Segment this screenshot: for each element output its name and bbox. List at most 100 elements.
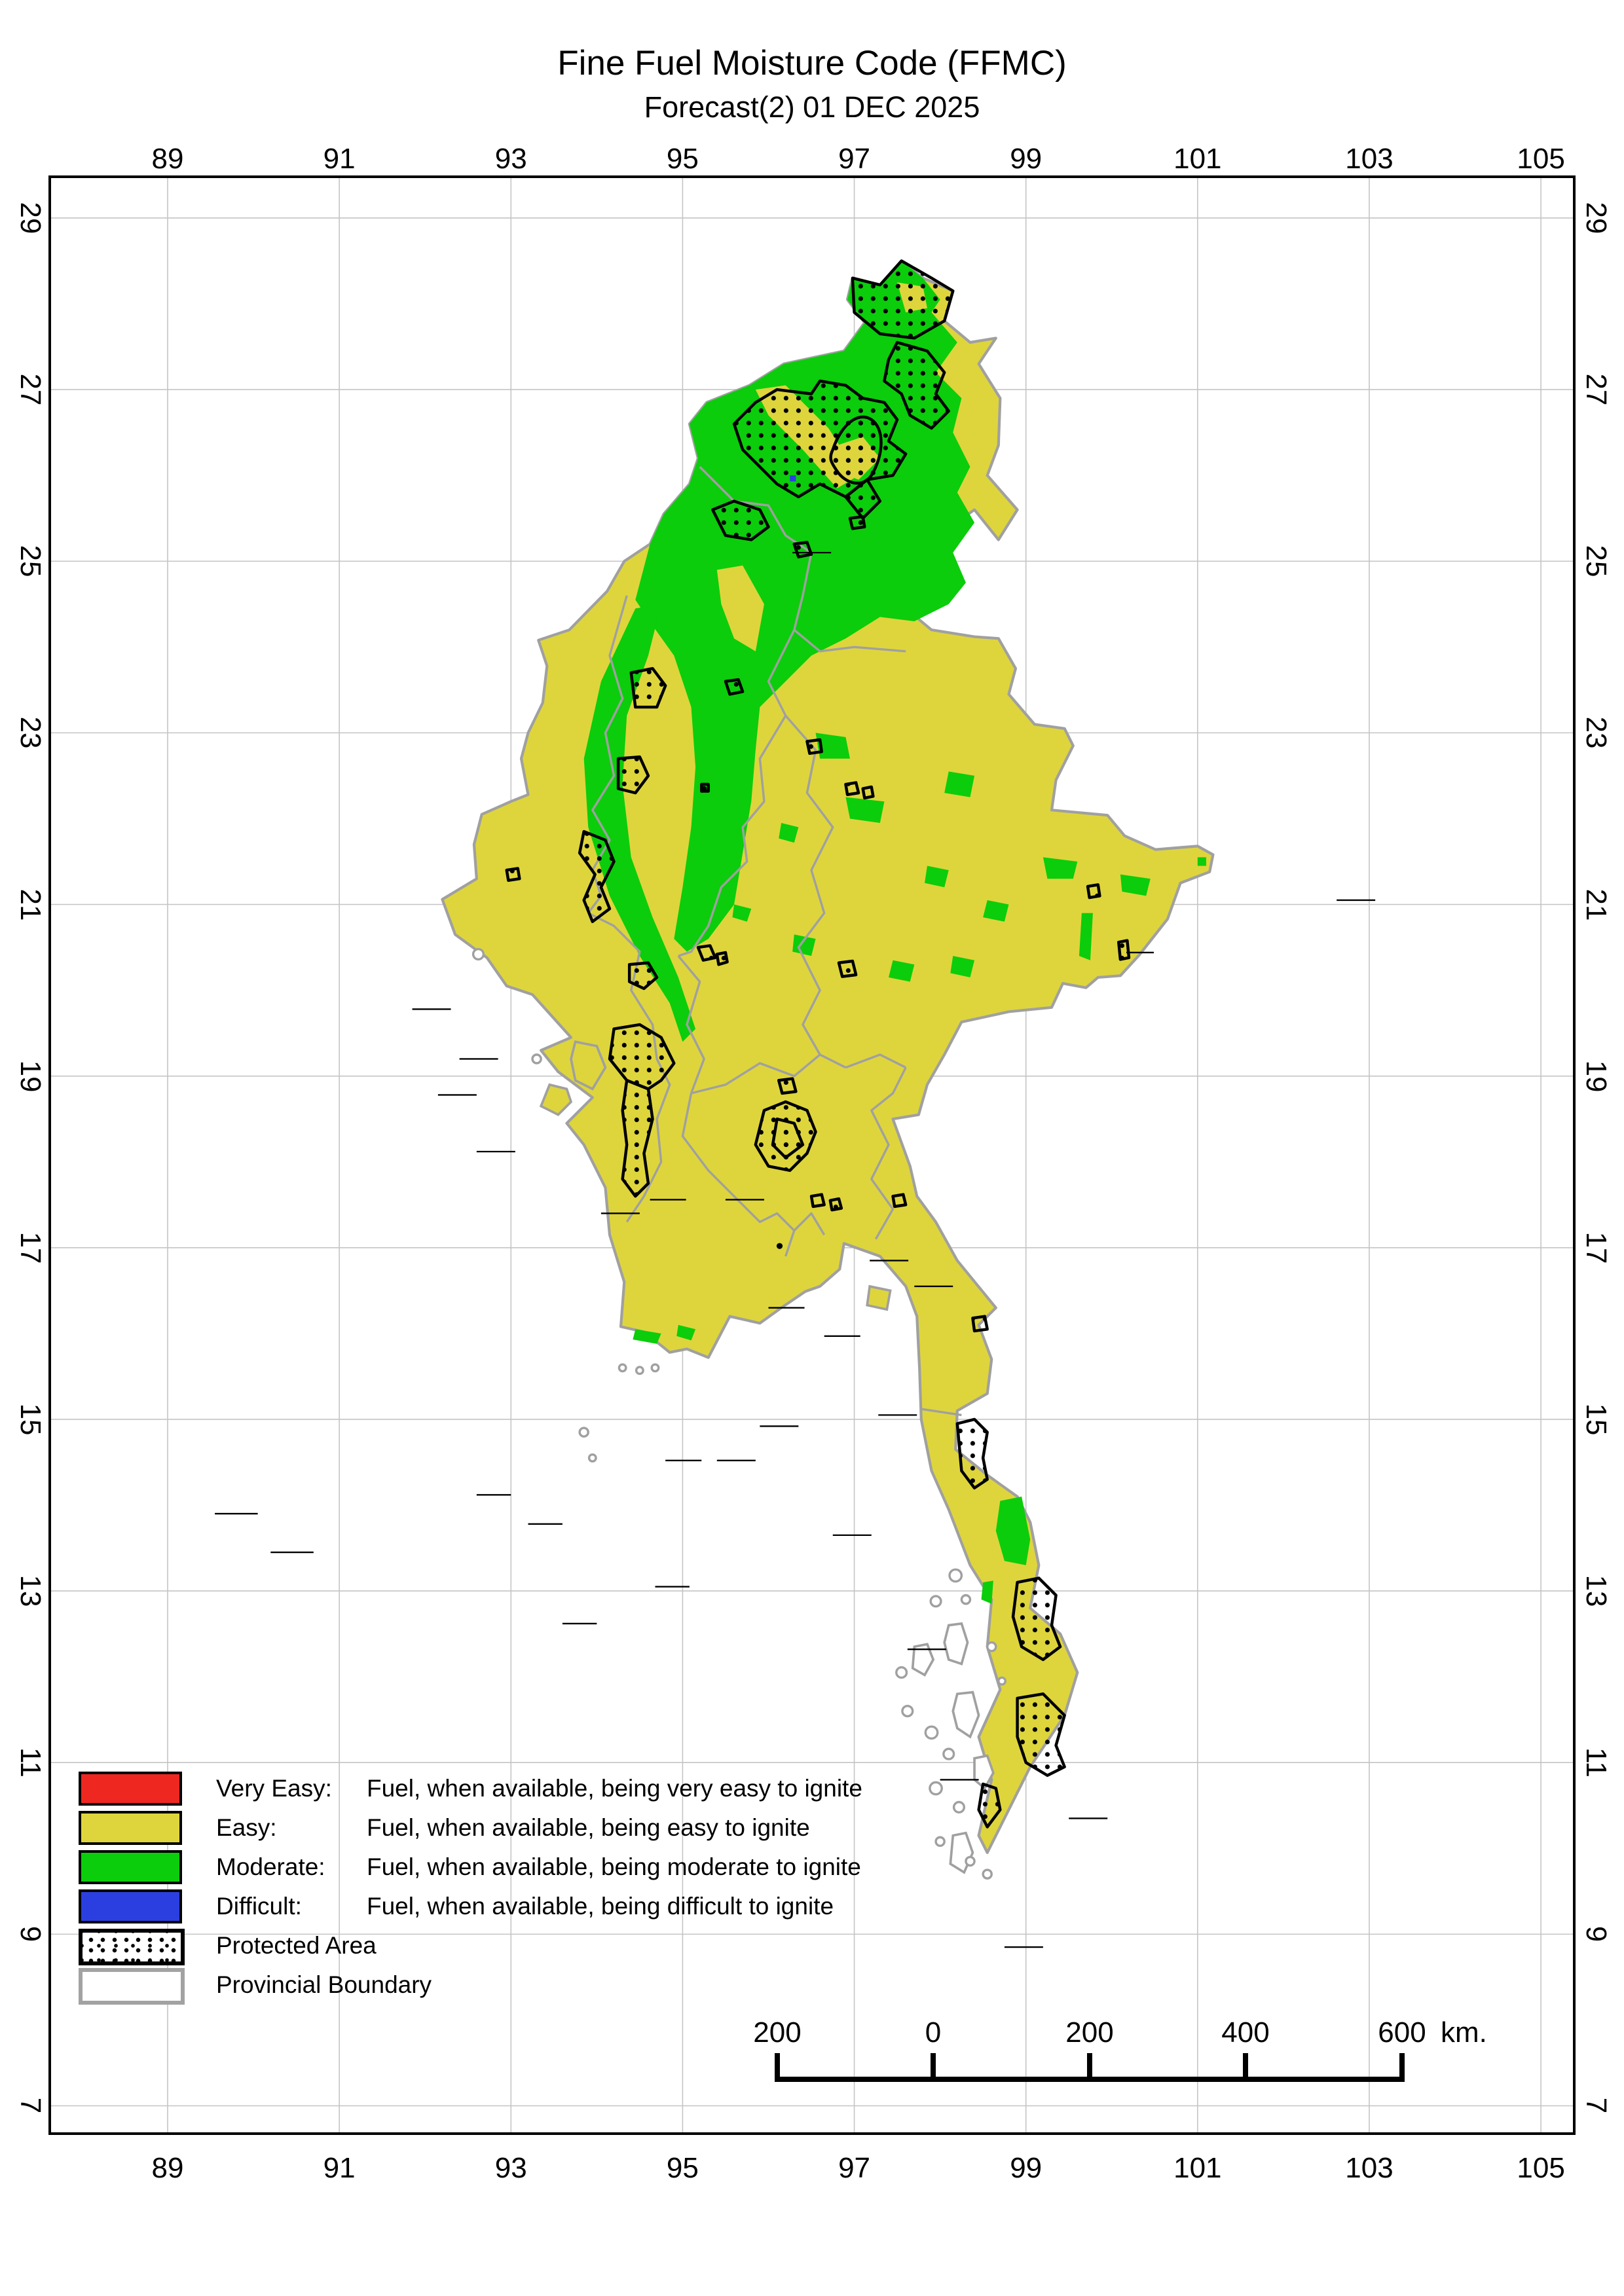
moderate-zone xyxy=(888,960,915,982)
lat-label-right: 19 xyxy=(1580,1060,1612,1093)
provincial-boundary xyxy=(921,1408,962,1417)
moderate-zone xyxy=(1197,857,1206,866)
legend-label: Protected Area xyxy=(216,1932,377,1959)
islet xyxy=(982,1868,993,1880)
scale-label: 400 xyxy=(1221,2016,1270,2049)
lon-label-bottom: 91 xyxy=(323,2152,356,2184)
lat-label-left: 17 xyxy=(14,1231,46,1264)
lat-label-left: 11 xyxy=(14,1747,46,1778)
protected-area xyxy=(1086,883,1101,900)
moderate-zone xyxy=(950,956,975,977)
protected-area xyxy=(715,951,729,966)
legend-desc: Fuel, when available, being difficult to… xyxy=(367,1893,834,1920)
protected-area xyxy=(771,1117,805,1159)
lon-label-bottom: 103 xyxy=(1345,2152,1393,2184)
protected-area xyxy=(627,961,659,991)
legend-desc: Fuel, when available, being moderate to … xyxy=(367,1853,861,1880)
protected-area xyxy=(792,541,813,558)
difficult-swatch xyxy=(79,1889,182,1923)
lat-label-right: 9 xyxy=(1580,1926,1612,1942)
lon-label-bottom: 99 xyxy=(1010,2152,1043,2184)
protected-area xyxy=(711,500,770,541)
islet xyxy=(531,1053,542,1065)
protected-area xyxy=(805,738,823,756)
protected-area xyxy=(883,340,950,430)
scale-bar-line xyxy=(777,2077,1405,2082)
legend-label: Provincial Boundary xyxy=(216,1971,432,1998)
islet xyxy=(929,1781,943,1796)
moderate-zone xyxy=(1120,874,1151,896)
lon-label-top: 103 xyxy=(1345,143,1393,175)
lon-label-bottom: 97 xyxy=(838,2152,871,2184)
protected-area xyxy=(777,1077,798,1095)
protected-area-swatch xyxy=(79,1929,185,1965)
lat-label-right: 17 xyxy=(1580,1231,1612,1264)
legend-desc: Fuel, when available, being easy to igni… xyxy=(367,1814,810,1841)
lat-label-left: 15 xyxy=(14,1403,46,1436)
island xyxy=(943,1622,969,1666)
islet xyxy=(986,1641,997,1652)
lat-label-right: 25 xyxy=(1580,545,1612,577)
legend-label: Very Easy: xyxy=(216,1775,332,1802)
islet xyxy=(934,1836,946,1848)
protected-area xyxy=(861,785,875,800)
map-subtitle: Forecast(2) 01 DEC 2025 xyxy=(644,90,980,124)
legend-label: Difficult: xyxy=(216,1893,302,1920)
lon-label-top: 93 xyxy=(494,143,527,175)
lat-label-left: 21 xyxy=(14,888,46,920)
lon-label-top: 101 xyxy=(1173,143,1222,175)
provincial-boundary xyxy=(784,715,834,1055)
islet xyxy=(618,1363,627,1373)
moderate-zone xyxy=(676,1324,696,1341)
scale-tick xyxy=(1243,2053,1248,2082)
protected-area xyxy=(629,666,667,709)
protected-area xyxy=(828,1197,843,1212)
moderate-zone xyxy=(845,797,885,823)
protected-area xyxy=(1016,1692,1066,1777)
protected-area xyxy=(578,829,616,923)
lon-label-top: 91 xyxy=(323,143,356,175)
moderate-zone xyxy=(732,904,752,922)
island xyxy=(973,1754,995,1791)
map-title: Fine Fuel Moisture Code (FFMC) xyxy=(557,44,1067,82)
islet xyxy=(948,1568,963,1583)
protected-area xyxy=(1117,939,1131,961)
lat-label-right: 23 xyxy=(1580,716,1612,749)
point-mark xyxy=(776,1243,783,1249)
islet xyxy=(924,1725,939,1740)
provincial-boundary xyxy=(793,629,906,653)
islet xyxy=(942,1747,955,1760)
provincial-boundary xyxy=(793,1212,826,1236)
protected-area xyxy=(616,755,650,795)
moderate-swatch xyxy=(79,1850,182,1884)
lat-label-right: 15 xyxy=(1580,1403,1612,1436)
protected-area xyxy=(851,259,955,340)
lon-label-top: 89 xyxy=(151,143,184,175)
islet xyxy=(635,1366,644,1376)
lat-label-left: 23 xyxy=(14,716,46,749)
island xyxy=(539,1083,573,1116)
scale-label: 200 xyxy=(1065,2016,1114,2049)
lon-label-bottom: 93 xyxy=(494,2152,527,2184)
moderate-zone xyxy=(983,900,1009,922)
lat-label-left: 29 xyxy=(14,202,46,234)
point-mark xyxy=(701,786,707,792)
provincial-boundary xyxy=(678,629,796,957)
moderate-zone xyxy=(995,1496,1031,1565)
protected-area xyxy=(848,515,866,530)
protected-area xyxy=(971,1315,989,1333)
provincial-boundary xyxy=(845,1053,906,1069)
provincial-boundary xyxy=(677,955,705,1094)
legend-desc: Fuel, when available, being very easy to… xyxy=(367,1775,862,1802)
moderate-zone xyxy=(792,934,816,957)
scale-label: 0 xyxy=(925,2016,942,2049)
scale-label: 600 xyxy=(1378,2016,1426,2049)
protected-area xyxy=(1011,1576,1062,1662)
provincial-boundary xyxy=(691,1053,847,1095)
lat-label-right: 21 xyxy=(1580,888,1612,920)
islet xyxy=(895,1666,908,1679)
scale-tick xyxy=(931,2053,936,2082)
protected-area xyxy=(844,781,860,796)
lat-label-left: 9 xyxy=(14,1926,46,1942)
islet xyxy=(650,1363,660,1373)
